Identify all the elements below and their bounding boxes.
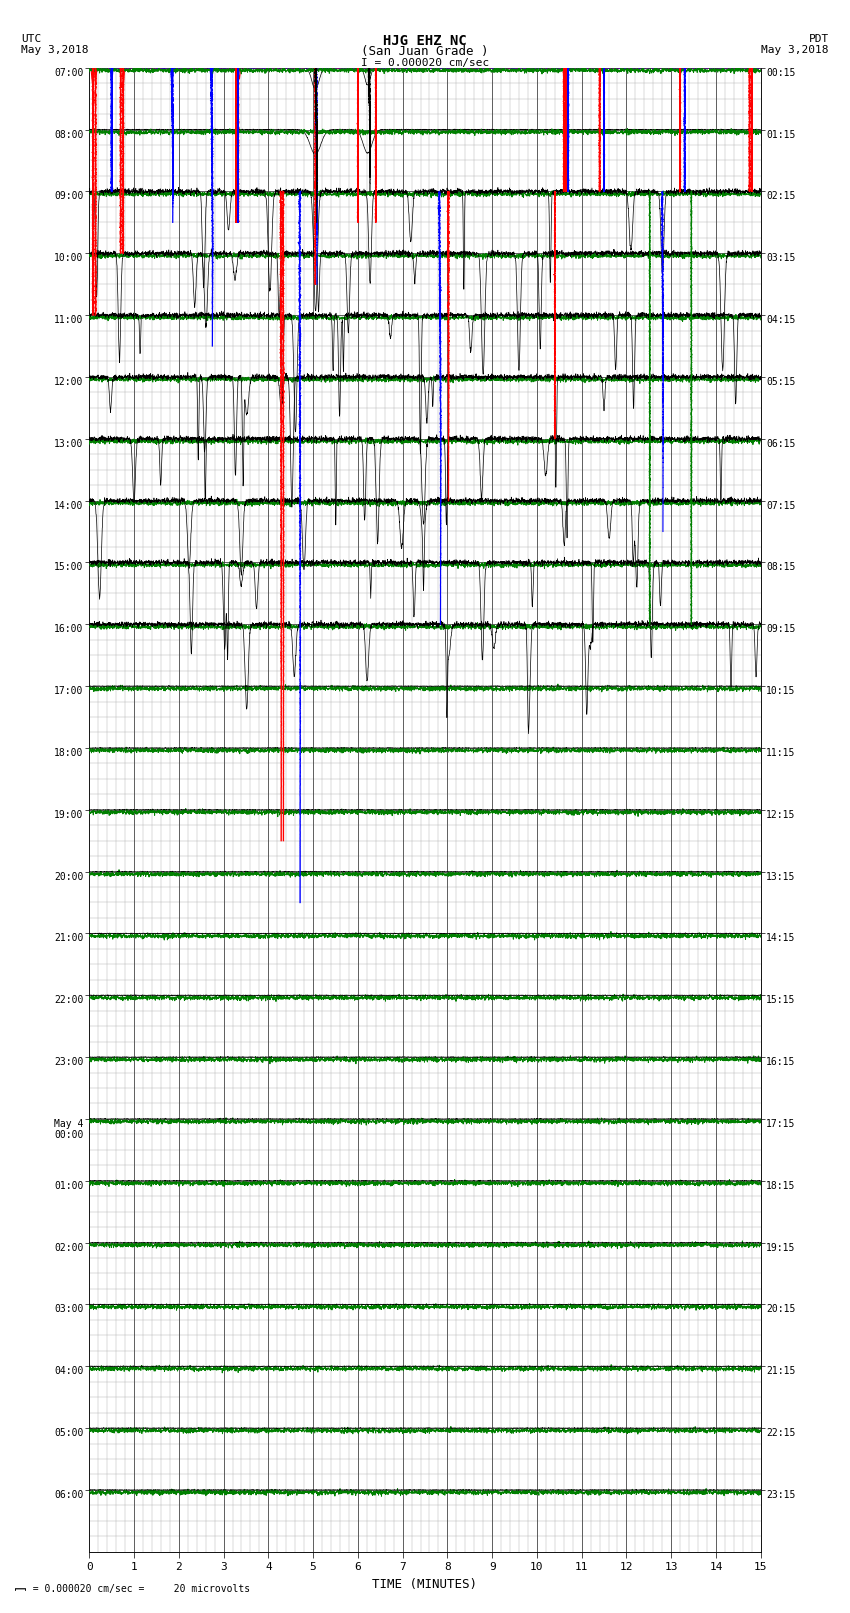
Text: PDT: PDT: [808, 34, 829, 44]
Text: May 3,2018: May 3,2018: [762, 45, 829, 55]
Text: UTC: UTC: [21, 34, 42, 44]
Text: (San Juan Grade ): (San Juan Grade ): [361, 45, 489, 58]
Text: May 3,2018: May 3,2018: [21, 45, 88, 55]
Text: ]: ]: [13, 1582, 26, 1590]
X-axis label: TIME (MINUTES): TIME (MINUTES): [372, 1578, 478, 1590]
Text: = 0.000020 cm/sec =     20 microvolts: = 0.000020 cm/sec = 20 microvolts: [21, 1584, 251, 1594]
Text: HJG EHZ NC: HJG EHZ NC: [383, 34, 467, 48]
Text: I = 0.000020 cm/sec: I = 0.000020 cm/sec: [361, 58, 489, 68]
